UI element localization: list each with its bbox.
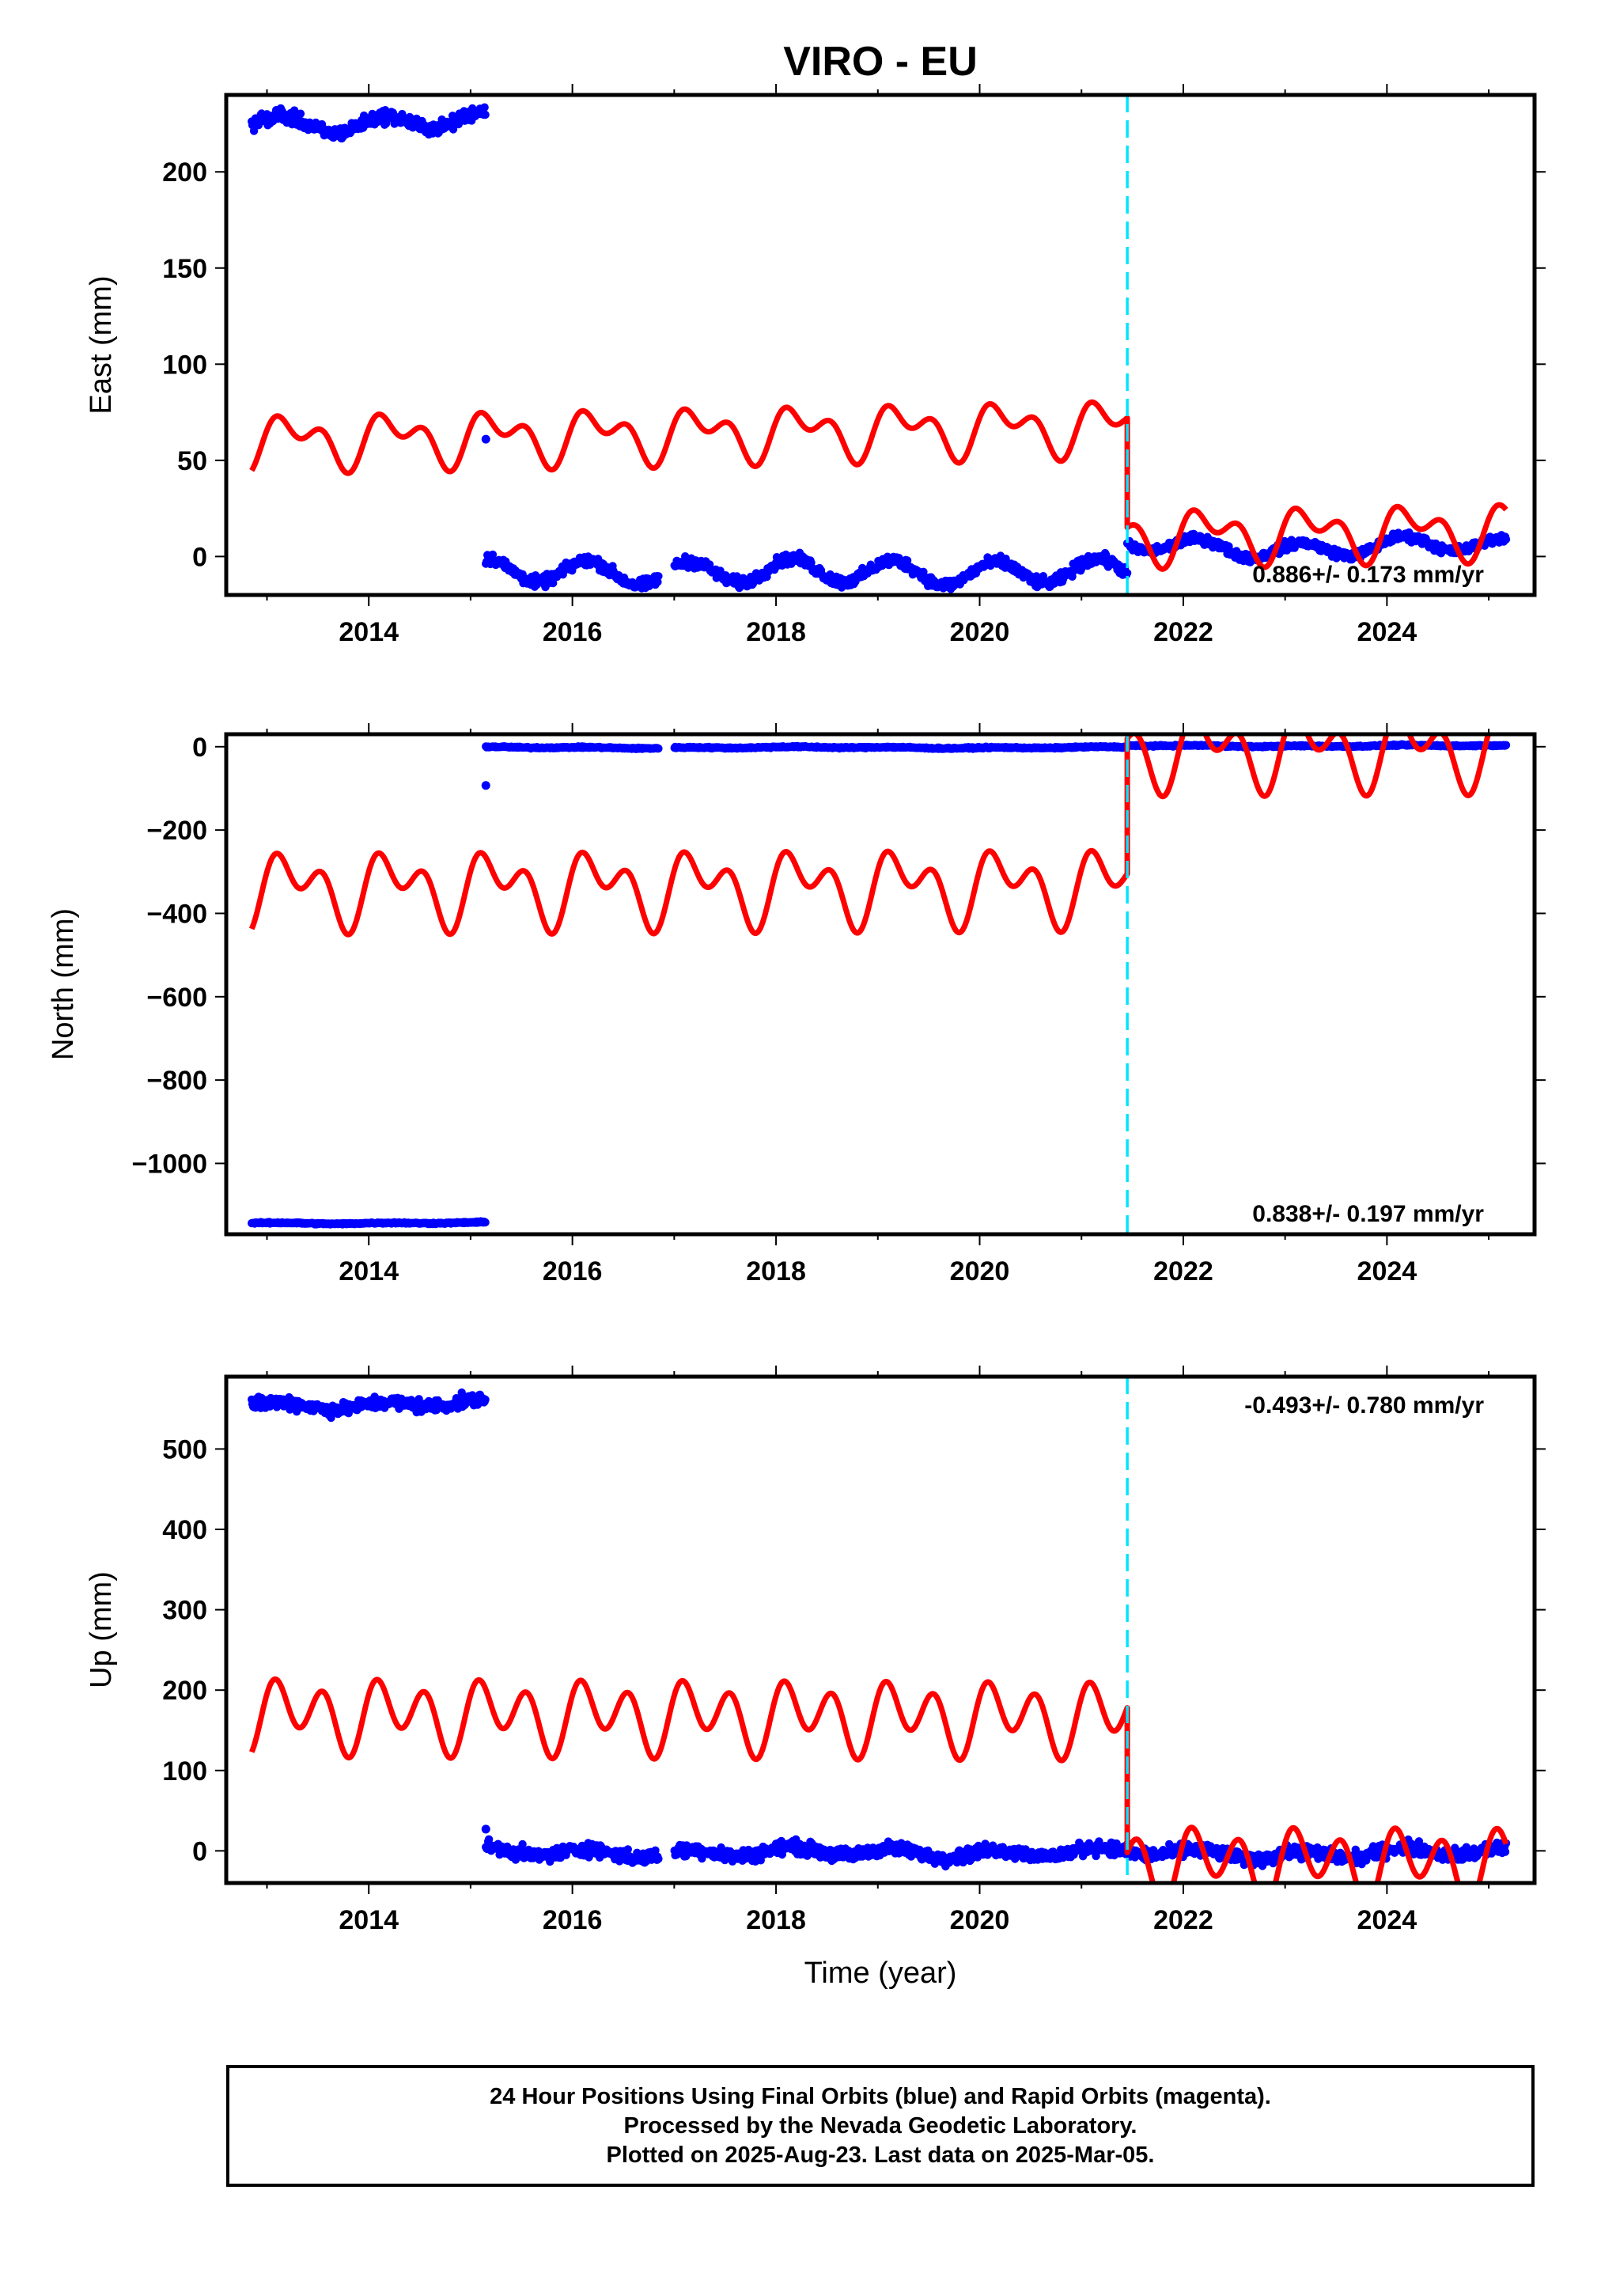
y-tick-label: 0 [192,542,207,572]
data-point [1224,542,1233,551]
chart-panels: 2014 2016 2018 2020 2022 2024 0 50 100 150 200 East… [47,84,1546,1935]
velocity-rate-label: 0.886+/- 0.173 mm/yr [1252,562,1484,588]
velocity-rate-label: 0.838+/- 0.197 mm/yr [1252,1201,1484,1227]
data-point-outlier [481,781,490,790]
x-tick-label: 2014 [339,1256,399,1286]
data-point [488,550,498,559]
panel-frame [224,732,1537,1237]
data-point [296,109,305,118]
data-point-outlier [481,434,490,444]
y-axis-title: Up (mm) [85,1571,118,1688]
data-point [1068,572,1077,581]
x-tick-label: 2024 [1357,617,1417,647]
x-tick-label: 2018 [746,1905,806,1935]
y-tick-label: 150 [162,254,207,284]
y-tick-label: 400 [162,1515,207,1545]
y-tick-label: 50 [177,446,207,476]
x-tick-label: 2018 [746,617,806,647]
y-tick-label: 500 [162,1434,207,1464]
data-point [1112,1839,1121,1848]
data-point [955,1846,964,1855]
data-point [654,744,663,753]
data-point [1501,741,1511,749]
data-point [654,572,663,581]
data-point [480,103,489,112]
y-tick-label: −200 [146,816,207,846]
model-fit-line [248,734,1492,938]
y-tick-label: −800 [146,1066,207,1096]
x-tick-label: 2016 [543,617,603,647]
x-tick-label: 2018 [746,1256,806,1286]
model-fit-line [249,399,1508,572]
y-axis-title: North (mm) [47,908,80,1060]
panel-frame [224,93,1537,597]
y-axis-title: East (mm) [85,275,118,414]
x-tick-label: 2024 [1357,1905,1417,1935]
data-point [481,1218,490,1227]
x-tick-label: 2020 [950,1256,1010,1286]
y-tick-label: 100 [162,350,207,380]
data-point [249,127,259,135]
x-tick-label: 2014 [339,617,399,647]
data-series-final-orbits [248,740,1511,1229]
y-tick-label: 100 [162,1756,207,1786]
data-series-final-orbits [248,103,1511,593]
data-point [623,1845,632,1854]
x-tick-label: 2022 [1153,1905,1213,1935]
data-point [1122,569,1132,578]
y-tick-label: −600 [146,983,207,1013]
y-tick-label: −400 [146,899,207,929]
data-point [654,1855,663,1863]
data-point [717,1843,725,1852]
axis-ticks [215,1366,1546,1894]
data-point [481,1395,490,1404]
panel-2: 2014 2016 2018 2020 2022 2024 0 −200 −400 −600 −80… [47,723,1546,1286]
x-tick-label: 2022 [1153,617,1213,647]
x-tick-label: 2020 [950,1905,1010,1935]
panel-1: 2014 2016 2018 2020 2022 2024 0 50 100 150 200 East… [85,84,1546,647]
axis-ticks [215,723,1546,1245]
data-point [1101,550,1111,559]
x-tick-label: 2022 [1153,1256,1213,1286]
x-tick-label: 2024 [1357,1256,1417,1286]
data-point [481,110,490,119]
y-tick-label: −1000 [132,1149,208,1179]
y-tick-label: 0 [192,1836,207,1866]
x-tick-label: 2016 [543,1905,603,1935]
x-tick-label: 2020 [950,617,1010,647]
data-point [1501,535,1511,544]
data-point [518,1839,527,1849]
y-tick-label: 200 [162,157,207,188]
x-tick-label: 2016 [543,1256,603,1286]
y-tick-label: 300 [162,1596,207,1626]
chart-title: VIRO - EU [783,39,978,85]
data-series-final-orbits [248,1388,1511,1871]
panel-3: 2014 2016 2018 2020 2022 2024 0 100 200 300 400 500… [85,1366,1546,1935]
y-tick-label: 200 [162,1676,207,1706]
y-tick-label: 0 [192,733,207,763]
x-tick-label: 2014 [339,1905,399,1935]
